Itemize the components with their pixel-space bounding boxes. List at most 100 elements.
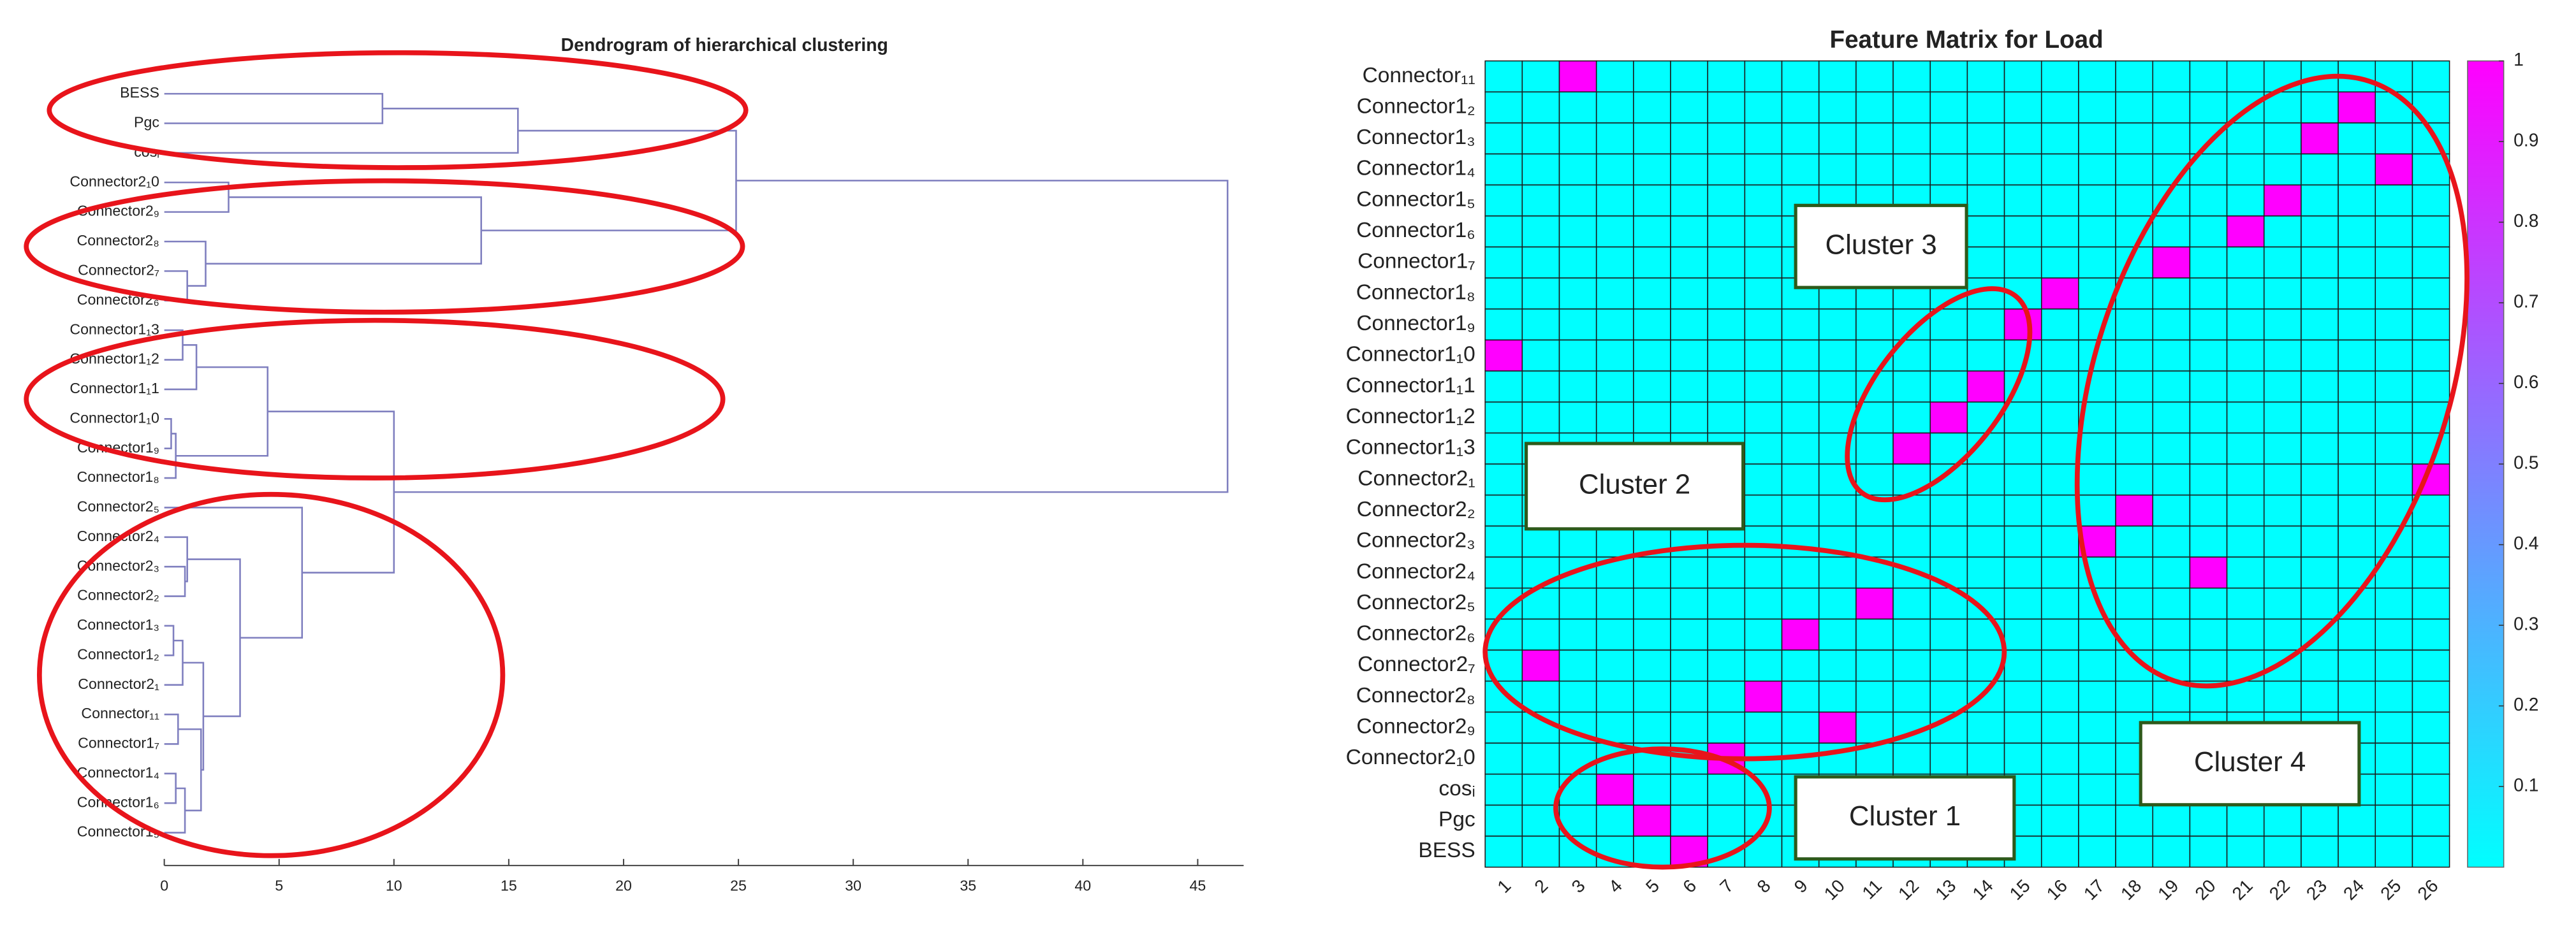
heatmap-cell (1855, 680, 1894, 713)
heatmap-cell (1521, 277, 1560, 310)
heatmap-cell (2040, 339, 2079, 372)
heatmap-cell (1484, 401, 1523, 434)
heatmap-cell (2152, 215, 2191, 248)
heatmap-cell (2040, 680, 2079, 713)
heatmap-cell (2189, 463, 2228, 496)
row-label: Connector2₃ (1356, 529, 1475, 553)
heatmap-cell (2040, 525, 2079, 558)
dendrogram-link (164, 433, 177, 479)
heatmap-cell (2078, 680, 2116, 713)
heatmap-cell (2301, 463, 2339, 496)
heatmap-cell (1929, 742, 1968, 775)
heatmap-cell (2152, 308, 2191, 341)
x-tick-label: 20 (615, 878, 632, 894)
heatmap-cell (1781, 370, 1820, 403)
heatmap-cell (1929, 680, 1968, 713)
heatmap-cell (2040, 401, 2079, 434)
heatmap-title: Feature Matrix for Load (1829, 26, 2103, 54)
heatmap-cell (1892, 401, 1931, 434)
x-tick-label: 35 (960, 878, 976, 894)
heatmap-cell (1633, 246, 1671, 278)
annotation-box (1794, 775, 2016, 861)
heatmap-cell (1521, 680, 1560, 713)
heatmap-cell (2411, 835, 2450, 868)
heatmap-cell (2152, 91, 2191, 124)
colorbar-label: 0.4 (2514, 533, 2538, 554)
heatmap-cell (1707, 215, 1746, 248)
heatmap-cell (1558, 773, 1597, 806)
heatmap-cell (2226, 556, 2265, 589)
heatmap-cell (2040, 587, 2079, 620)
heatmap-cell (1484, 835, 1523, 868)
row-label: Connector1₈ (1356, 280, 1475, 304)
heatmap-cell (2040, 773, 2079, 806)
row-label: BESS (1418, 839, 1475, 862)
heatmap-cell (1744, 370, 1783, 403)
heatmap-cell (1966, 463, 2005, 496)
heatmap-cell (2375, 153, 2413, 185)
heatmap-cell (1633, 680, 1671, 713)
heatmap-cell (2263, 835, 2302, 868)
heatmap-cell (1484, 742, 1523, 775)
heatmap-cell (1892, 153, 1931, 185)
heatmap-cell (1707, 370, 1746, 403)
leaf-label: Connector1₇ (78, 735, 159, 751)
heatmap-cell (1707, 618, 1746, 651)
heatmap-cell (1707, 711, 1746, 744)
heatmap-cell (2338, 277, 2376, 310)
heatmap-cell (1929, 401, 1968, 434)
heatmap-cell (1744, 587, 1783, 620)
heatmap-cell (2040, 463, 2079, 496)
heatmap-cell (2078, 495, 2116, 527)
row-label: Connector2₁ (1358, 466, 1475, 490)
heatmap-cell (1781, 339, 1820, 372)
ellipse (24, 178, 745, 315)
heatmap-cell (2152, 370, 2191, 403)
heatmap-cell (2263, 556, 2302, 589)
annotation-box (1794, 203, 1968, 289)
heatmap-cell (2189, 587, 2228, 620)
heatmap-cell (2189, 122, 2228, 155)
heatmap-cell (2040, 60, 2079, 93)
heatmap-cell (2040, 649, 2079, 682)
row-label: Connector1₁2 (1346, 405, 1475, 428)
heatmap-cell (1929, 308, 1968, 341)
heatmap-cell (2375, 835, 2413, 868)
row-label: Connector1₉ (1356, 312, 1475, 335)
row-label: Connector1₃ (1356, 126, 1475, 149)
row-label: Connector₁₁ (1363, 64, 1475, 87)
heatmap-cell (1781, 556, 1820, 589)
leaf-label: Connector1₁0 (70, 409, 159, 426)
heatmap-cell (2003, 495, 2042, 527)
heatmap-cell (2411, 649, 2450, 682)
heatmap-cell (2003, 401, 2042, 434)
heatmap-cell (2078, 835, 2116, 868)
heatmap-cell (2411, 308, 2450, 341)
heatmap-cell (1818, 495, 1857, 527)
heatmap-cell (2338, 804, 2376, 837)
leaf-label: Connector1₆ (77, 793, 159, 810)
heatmap-cell (2152, 122, 2191, 155)
heatmap-cell (1966, 680, 2005, 713)
heatmap-cell (1744, 649, 1783, 682)
heatmap-cell (2411, 773, 2450, 806)
heatmap-cell (1929, 122, 1968, 155)
heatmap-cell (2375, 91, 2413, 124)
x-tick-label: 0 (160, 878, 168, 894)
heatmap-cell (1595, 711, 1634, 744)
heatmap-cell (2003, 711, 2042, 744)
heatmap-cell (1670, 60, 1708, 93)
heatmap-cell (1744, 246, 1783, 278)
heatmap-cell (1484, 246, 1523, 278)
heatmap-cell (2078, 246, 2116, 278)
x-tick-label: 25 (730, 878, 747, 894)
heatmap-cell (2375, 711, 2413, 744)
heatmap-cell (2338, 680, 2376, 713)
leaf-label: Connector2₁0 (70, 173, 159, 189)
heatmap-cell (1558, 525, 1597, 558)
dendrogram-link (164, 108, 519, 154)
heatmap-cell (1929, 525, 1968, 558)
heatmap-cell (2338, 495, 2376, 527)
heatmap-cell (1484, 680, 1523, 713)
heatmap-cell (1744, 308, 1783, 341)
